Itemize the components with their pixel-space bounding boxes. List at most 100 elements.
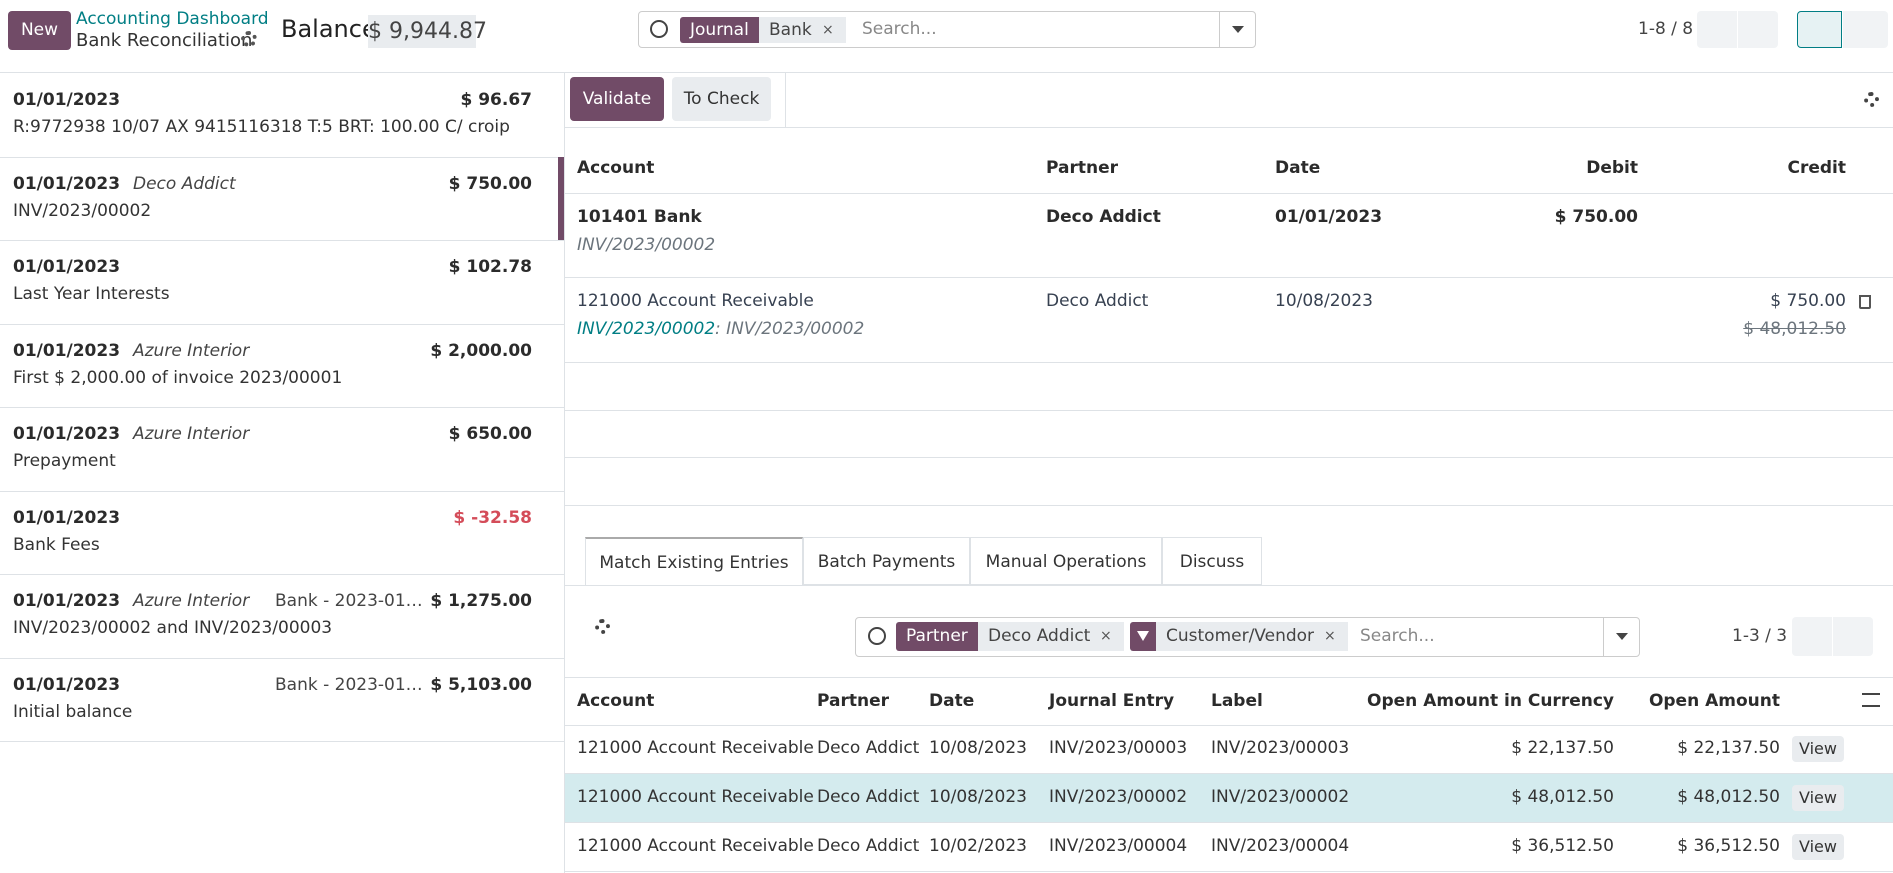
pager-next[interactable] [1738, 11, 1778, 48]
column-header: Credit [1787, 158, 1846, 178]
validate-button[interactable]: Validate [570, 77, 664, 121]
statement-date: 01/01/2023 [13, 591, 121, 611]
search-input[interactable]: Search... [1360, 626, 1435, 646]
statement-row[interactable] [0, 324, 564, 408]
match-row[interactable] [565, 774, 1893, 822]
facet-value[interactable]: Customer/Vendor [1156, 622, 1349, 651]
settings-icon[interactable] [241, 31, 257, 47]
cell: 10/08/2023 [929, 787, 1027, 807]
search-input[interactable]: Search... [862, 19, 937, 39]
divider [0, 490, 564, 492]
filter-glyph [1137, 631, 1149, 641]
tab[interactable]: Discuss [1162, 537, 1262, 585]
statement-date: 01/01/2023 [13, 507, 121, 528]
column-settings[interactable] [1862, 693, 1880, 707]
divider [0, 657, 564, 659]
cell: Deco Addict [817, 738, 920, 758]
divider [565, 277, 1893, 278]
statement-row[interactable] [0, 240, 564, 324]
statement-amount: $ 5,103.00 [430, 674, 532, 695]
divider [564, 72, 565, 873]
statement-row[interactable] [0, 658, 564, 742]
balance-label: Balance: [281, 15, 385, 43]
search-icon [650, 20, 668, 38]
statement-date: 01/01/2023 [13, 674, 121, 695]
statement-row[interactable] [0, 73, 564, 157]
kanban-toggle[interactable] [1797, 11, 1842, 48]
statement-label: INV/2023/00002 and INV/2023/00003 [13, 618, 333, 638]
selected-indicator [558, 156, 564, 240]
column-header: Journal Entry [1049, 691, 1175, 711]
column-header: Date [929, 691, 975, 711]
tab[interactable]: Manual Operations [970, 537, 1162, 585]
search-icon [868, 627, 886, 645]
line-ref: INV/2023/00002 [577, 235, 716, 255]
pager: 1-8 / 8 [1638, 19, 1694, 39]
divider [565, 457, 1893, 458]
line-account: 121000 Account Receivable [577, 291, 814, 311]
line-credit: $ 750.00 [1770, 291, 1846, 311]
facet-remove[interactable]: × [1100, 628, 1112, 644]
facet-remove[interactable]: × [822, 22, 834, 38]
column-header: Partner [817, 691, 890, 711]
facet-remove[interactable]: × [1324, 628, 1336, 644]
statement-label: INV/2023/00002 [13, 200, 152, 221]
column-header: Open Amount [1648, 691, 1780, 711]
statement-row[interactable] [0, 407, 564, 491]
statement-amount: $ 96.67 [460, 90, 532, 110]
statement-label: R:9772938 10/07 AX 9415116318 T:5 BRT: 1… [13, 117, 510, 137]
tab[interactable]: Batch Payments [803, 537, 970, 585]
cell: 10/02/2023 [929, 836, 1027, 856]
to-check-button[interactable]: To Check [672, 77, 771, 121]
divider [0, 72, 1893, 73]
facet-value[interactable]: Bank [759, 17, 846, 43]
cell: $ 48,012.50 [1511, 787, 1614, 807]
statement-row[interactable] [0, 491, 564, 575]
tab[interactable]: Match Existing Entries [585, 537, 803, 585]
statement-row[interactable] [0, 574, 564, 658]
cell: INV/2023/00002 [1049, 787, 1188, 807]
cell: INV/2023/00002 [1211, 787, 1350, 807]
line-link[interactable]: INV/2023/00002 [577, 319, 716, 339]
divider [0, 323, 564, 325]
dropdown-caret[interactable] [1616, 633, 1628, 640]
divider [565, 585, 1893, 586]
pager-next[interactable] [1833, 617, 1873, 656]
column-header: Debit [1586, 158, 1638, 178]
view-button[interactable]: View [1792, 736, 1844, 762]
subtitle: Bank Reconciliation [76, 30, 253, 51]
facet-value[interactable]: Deco Addict [978, 622, 1125, 651]
delete-icon[interactable] [1859, 295, 1871, 309]
cell: $ 36,512.50 [1511, 836, 1614, 856]
divider [0, 240, 564, 241]
breadcrumb[interactable]: Accounting Dashboard [76, 9, 269, 29]
statement-amount: $ 2,000.00 [430, 340, 532, 361]
statement-amount: $ 1,275.00 [430, 591, 532, 611]
view-button[interactable]: View [1792, 834, 1844, 860]
cell: Deco Addict [817, 787, 920, 807]
line-date: 10/08/2023 [1275, 291, 1373, 311]
statement-amount: $ 650.00 [448, 424, 532, 444]
cell: $ 22,137.50 [1511, 738, 1614, 758]
settings-icon[interactable] [595, 619, 610, 634]
statement-partner: Azure Interior [133, 340, 250, 361]
pager: 1-3 / 3 [1732, 626, 1788, 646]
new-button[interactable]: New [8, 11, 71, 50]
search-box [638, 11, 1256, 48]
list-toggle[interactable] [1843, 11, 1888, 48]
pager-prev[interactable] [1697, 11, 1737, 48]
statement-amount: $ -32.58 [453, 507, 532, 528]
divider [565, 127, 1893, 128]
settings-icon[interactable] [1864, 92, 1879, 107]
statement-date: 01/01/2023 [13, 424, 121, 444]
view-button[interactable]: View [1792, 785, 1844, 811]
line-date: 01/01/2023 [1275, 207, 1383, 227]
dropdown-caret[interactable] [1232, 26, 1244, 33]
divider [565, 871, 1893, 872]
statement-row[interactable] [0, 157, 564, 241]
line-debit: $ 750.00 [1554, 207, 1638, 227]
dropdown-divider [1603, 618, 1604, 656]
pager-prev[interactable] [1792, 617, 1832, 656]
divider [0, 574, 564, 575]
divider [565, 725, 1893, 726]
